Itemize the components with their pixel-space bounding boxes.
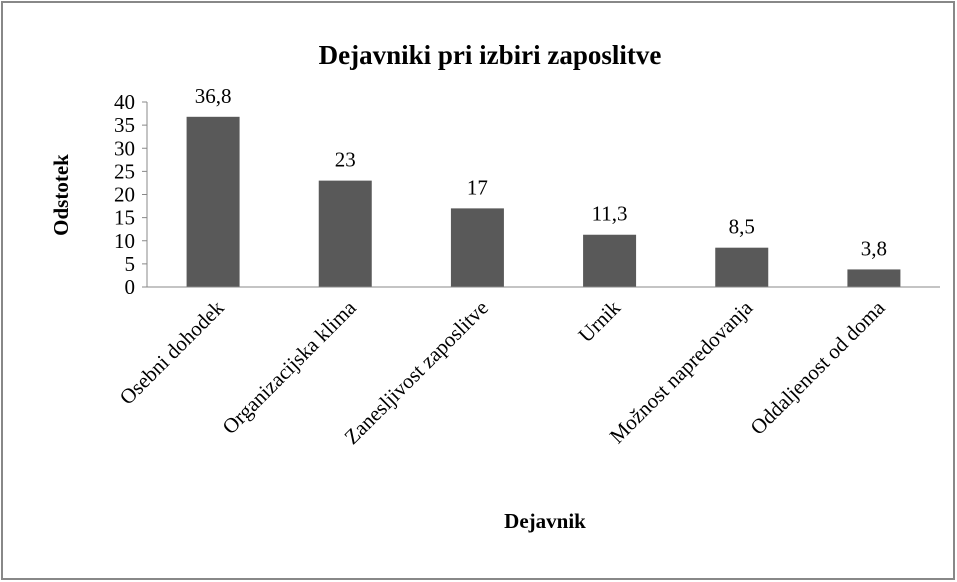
bar [715,247,769,287]
y-tick-label: 20 [114,183,135,207]
bar [318,180,372,287]
y-tick-label: 5 [125,252,136,276]
data-label: 11,3 [592,202,628,226]
data-label: 3,8 [861,236,887,260]
y-tick-label: 15 [114,206,135,230]
y-tick-label: 40 [114,90,135,114]
y-tick-label: 35 [114,113,135,137]
y-tick-label: 0 [125,275,136,299]
x-axis-label: Dejavnik [504,509,586,533]
y-axis-label: Odstotek [49,154,73,236]
data-label: 36,8 [195,84,232,108]
bar [583,234,637,287]
data-label: 23 [335,148,356,172]
y-tick-label: 25 [114,159,135,183]
chart-title: Dejavniki pri izbiri zaposlitve [319,40,662,70]
bar [450,208,504,287]
bar [186,116,240,287]
y-tick-label: 30 [114,136,135,160]
data-label: 8,5 [729,215,755,239]
y-tick-label: 10 [114,229,135,253]
bar [847,269,901,287]
data-label: 17 [467,175,488,199]
